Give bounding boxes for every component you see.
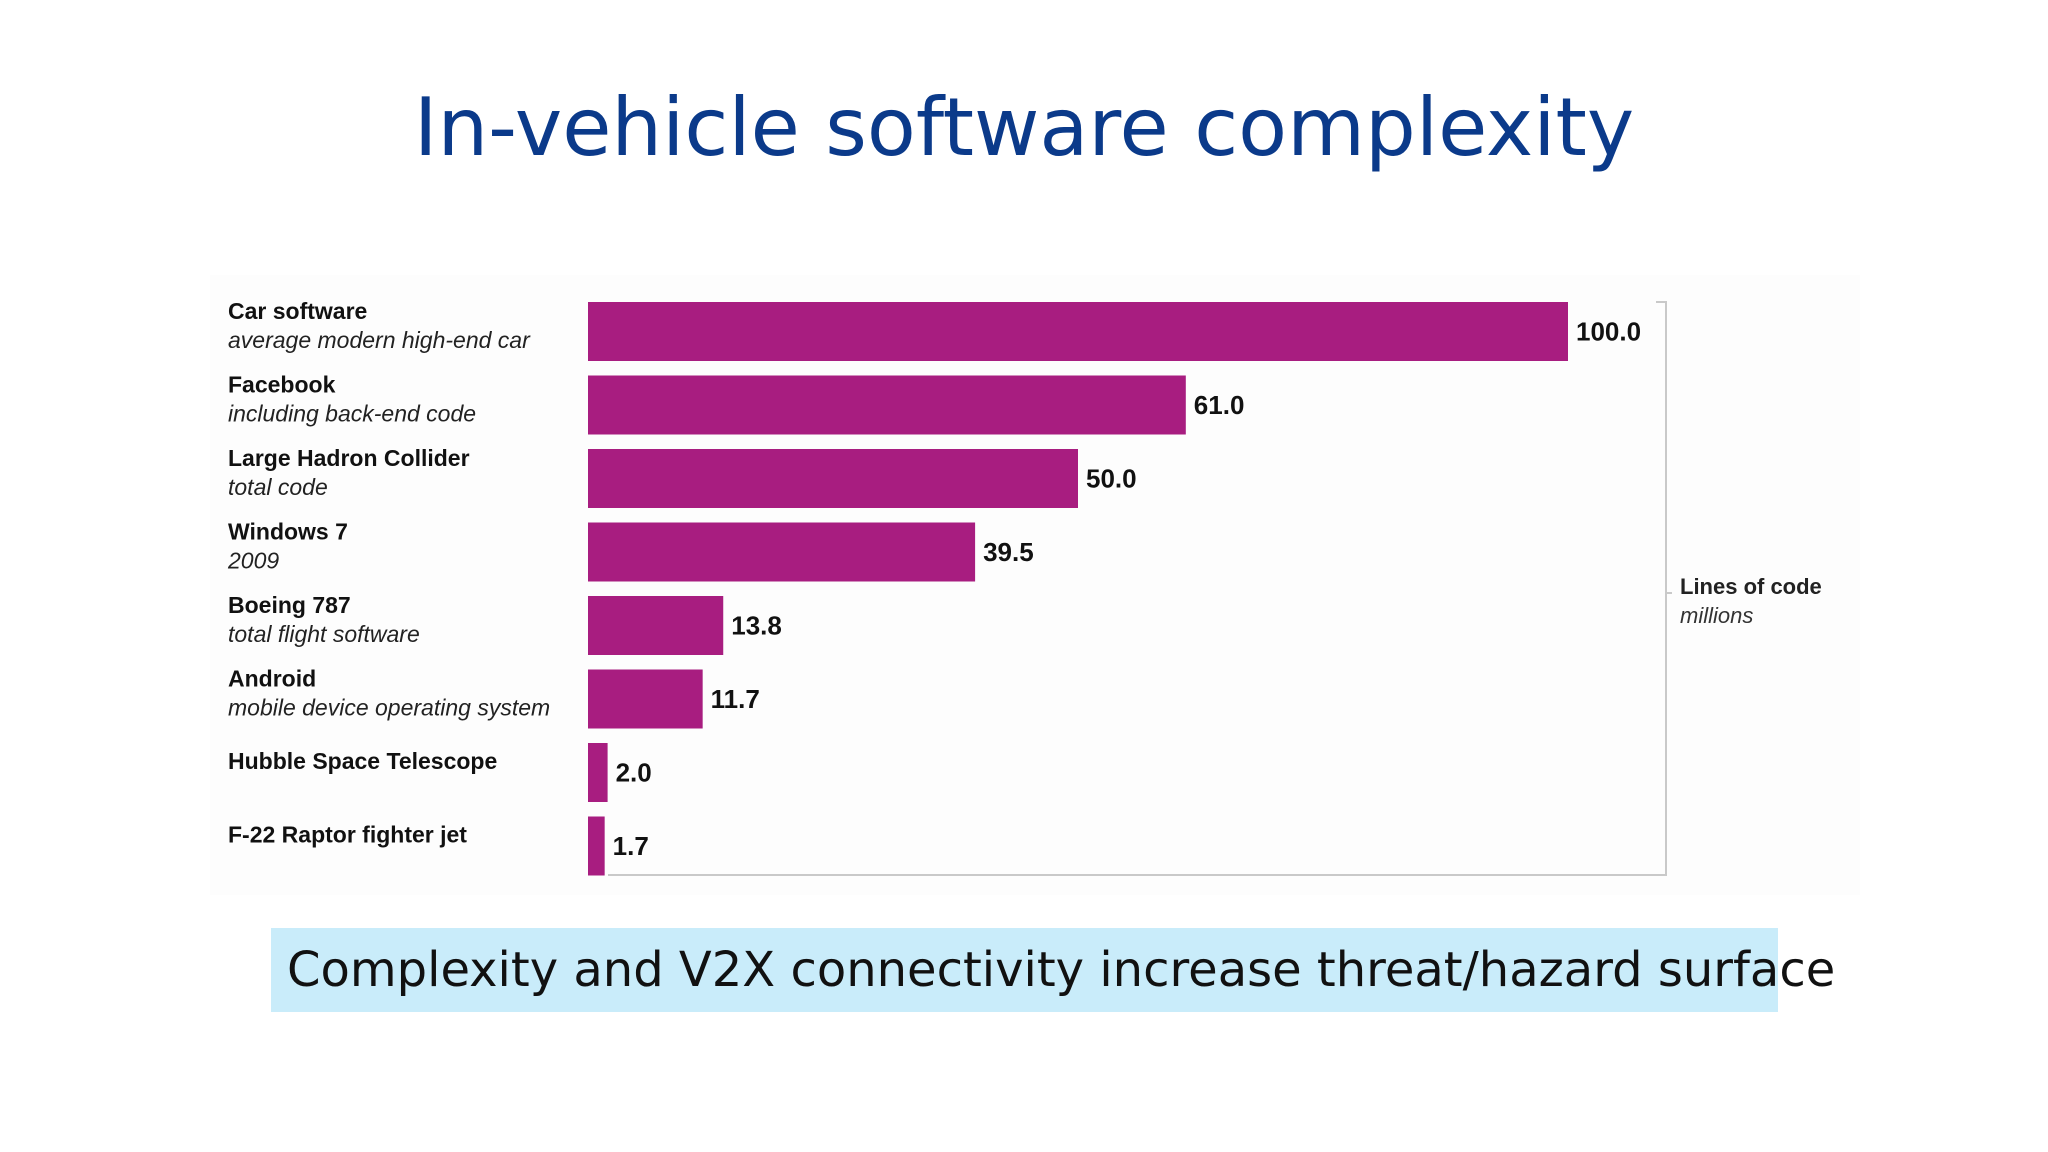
axis-label: Lines of code xyxy=(1680,574,1822,599)
category-name-2: Large Hadron Collider xyxy=(228,445,470,471)
value-label-1: 61.0 xyxy=(1194,390,1245,420)
value-label-5: 11.7 xyxy=(711,684,760,714)
category-sub-4: total flight software xyxy=(228,621,420,647)
category-name-6: Hubble Space Telescope xyxy=(228,748,497,774)
value-label-7: 1.7 xyxy=(613,831,649,861)
chart-panel: 100.0 Car software average modern high-end… xyxy=(210,275,1860,895)
slide-title: In-vehicle software complexity xyxy=(413,81,1635,174)
callout-text: Complexity and V2X connectivity increase… xyxy=(287,942,1836,998)
category-sub-0: average modern high-end car xyxy=(228,327,531,353)
category-name-3: Windows 7 xyxy=(228,519,348,545)
bar-1 xyxy=(588,375,1186,435)
chart-frame xyxy=(608,301,1667,876)
category-sub-1: including back-end code xyxy=(228,401,476,427)
bar-4 xyxy=(588,596,724,655)
category-name-0: Car software xyxy=(228,298,367,324)
value-label-4: 13.8 xyxy=(731,611,782,641)
category-name-4: Boeing 787 xyxy=(228,592,351,618)
bar-0 xyxy=(588,302,1568,361)
category-sub-5: mobile device operating system xyxy=(228,695,550,721)
category-sub-3: 2009 xyxy=(227,548,279,574)
category-name-1: Facebook xyxy=(228,372,336,398)
category-name-5: Android xyxy=(228,666,316,692)
bar-2 xyxy=(588,449,1078,508)
bar-chart: 100.0 Car software average modern high-end… xyxy=(227,298,1822,876)
category-sub-2: total code xyxy=(228,474,328,500)
category-name-7: F-22 Raptor fighter jet xyxy=(228,822,467,848)
bar-6 xyxy=(588,743,608,802)
bar-7 xyxy=(588,816,605,876)
bar-5 xyxy=(588,669,703,729)
axis-unit: millions xyxy=(1680,603,1753,628)
value-label-0: 100.0 xyxy=(1576,317,1641,347)
value-label-2: 50.0 xyxy=(1086,464,1137,494)
value-label-3: 39.5 xyxy=(983,537,1034,567)
value-label-6: 2.0 xyxy=(616,758,652,788)
bar-3 xyxy=(588,522,976,582)
callout-box: Complexity and V2X connectivity increase… xyxy=(271,928,1835,1012)
